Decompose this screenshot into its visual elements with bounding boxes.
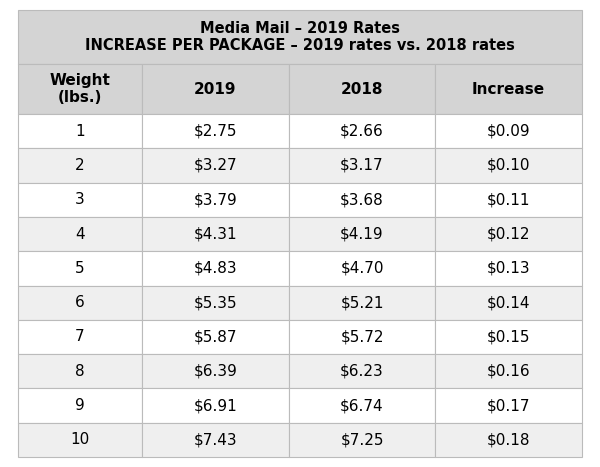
Text: 10: 10 (70, 432, 89, 447)
Text: $7.43: $7.43 (194, 432, 237, 447)
Text: $3.68: $3.68 (340, 192, 384, 207)
Bar (436, 320, 582, 354)
Bar (142, 217, 289, 251)
Bar (436, 183, 582, 217)
Text: $2.75: $2.75 (194, 124, 237, 139)
Text: $7.25: $7.25 (340, 432, 384, 447)
Bar (18, 10, 582, 64)
Bar (142, 285, 289, 320)
Text: $3.17: $3.17 (340, 158, 384, 173)
Text: $2.66: $2.66 (340, 124, 384, 139)
Text: $5.87: $5.87 (194, 329, 237, 345)
Text: $3.79: $3.79 (194, 192, 237, 207)
Text: $0.11: $0.11 (487, 192, 530, 207)
Bar (289, 64, 436, 114)
Text: 2018: 2018 (341, 82, 383, 97)
Text: 2: 2 (75, 158, 85, 173)
Bar (18, 320, 142, 354)
Bar (289, 251, 436, 285)
Bar (289, 354, 436, 389)
Bar (142, 149, 289, 183)
Bar (18, 149, 142, 183)
Bar (289, 149, 436, 183)
Text: 2019: 2019 (194, 82, 236, 97)
Text: 1: 1 (75, 124, 85, 139)
Bar (436, 423, 582, 457)
Text: Weight
(lbs.): Weight (lbs.) (50, 73, 110, 105)
Text: 6: 6 (75, 295, 85, 310)
Text: $5.35: $5.35 (194, 295, 237, 310)
Text: $6.74: $6.74 (340, 398, 384, 413)
Bar (289, 217, 436, 251)
Bar (142, 423, 289, 457)
Bar (142, 320, 289, 354)
Bar (436, 251, 582, 285)
Text: $6.91: $6.91 (194, 398, 237, 413)
Bar (289, 320, 436, 354)
Text: 8: 8 (75, 364, 85, 379)
Text: $4.31: $4.31 (194, 226, 237, 241)
Text: 5: 5 (75, 261, 85, 276)
Bar (436, 149, 582, 183)
Text: $0.14: $0.14 (487, 295, 530, 310)
Text: $6.23: $6.23 (340, 364, 384, 379)
Text: $0.17: $0.17 (487, 398, 530, 413)
Bar (436, 389, 582, 423)
Bar (18, 389, 142, 423)
Text: 3: 3 (75, 192, 85, 207)
Bar (289, 183, 436, 217)
Text: $6.39: $6.39 (193, 364, 238, 379)
Text: $0.10: $0.10 (487, 158, 530, 173)
Text: Increase: Increase (472, 82, 545, 97)
Bar (18, 251, 142, 285)
Text: $3.27: $3.27 (194, 158, 237, 173)
Bar (289, 285, 436, 320)
Text: $0.16: $0.16 (487, 364, 530, 379)
Text: $4.19: $4.19 (340, 226, 384, 241)
Bar (142, 114, 289, 149)
Bar (18, 423, 142, 457)
Bar (289, 423, 436, 457)
Bar (436, 217, 582, 251)
Bar (142, 354, 289, 389)
Text: 4: 4 (75, 226, 85, 241)
Text: $5.21: $5.21 (340, 295, 384, 310)
Bar (18, 217, 142, 251)
Text: $4.83: $4.83 (194, 261, 237, 276)
Bar (436, 64, 582, 114)
Text: $4.70: $4.70 (340, 261, 384, 276)
Bar (18, 285, 142, 320)
Bar (18, 183, 142, 217)
Bar (436, 285, 582, 320)
Text: 9: 9 (75, 398, 85, 413)
Text: $0.09: $0.09 (487, 124, 530, 139)
Text: $0.12: $0.12 (487, 226, 530, 241)
Text: $0.13: $0.13 (487, 261, 530, 276)
Bar (18, 64, 142, 114)
Bar (142, 251, 289, 285)
Bar (436, 114, 582, 149)
Bar (142, 64, 289, 114)
Text: Media Mail – 2019 Rates
INCREASE PER PACKAGE – 2019 rates vs. 2018 rates: Media Mail – 2019 Rates INCREASE PER PAC… (85, 21, 515, 53)
Bar (142, 389, 289, 423)
Bar (436, 354, 582, 389)
Bar (18, 354, 142, 389)
Bar (289, 389, 436, 423)
Text: $0.15: $0.15 (487, 329, 530, 345)
Text: 7: 7 (75, 329, 85, 345)
Bar (142, 183, 289, 217)
Text: $5.72: $5.72 (340, 329, 384, 345)
Bar (289, 114, 436, 149)
Text: $0.18: $0.18 (487, 432, 530, 447)
Bar (18, 114, 142, 149)
